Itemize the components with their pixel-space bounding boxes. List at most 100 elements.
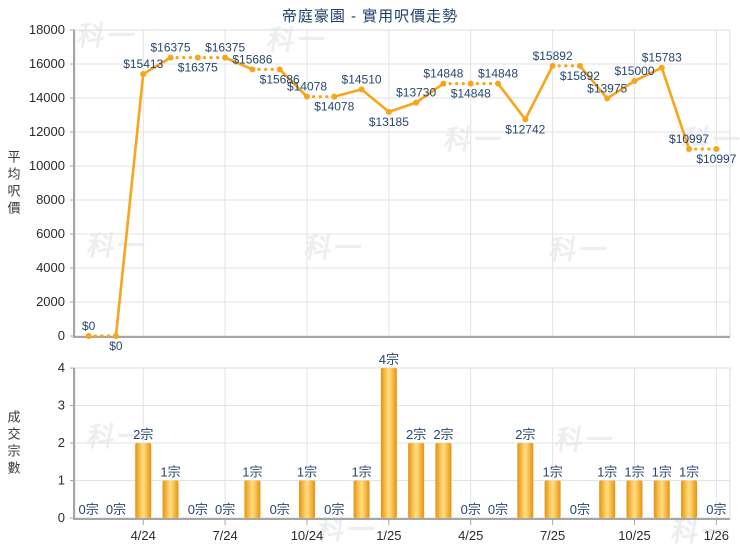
line-segment [578,64,609,100]
price-line-chart: 0 2000 4000 6000 8000 10000 12000 14000 16000 180… [7,22,737,353]
data-point-marker [631,78,638,84]
axis-title-char: 宗 [7,444,20,459]
volume-label: 1宗 [652,465,672,480]
line-segment [496,82,527,121]
volume-label: 0宗 [215,502,235,517]
volume-label: 1宗 [351,465,371,480]
line-segment [605,79,636,100]
data-point-marker [303,93,310,100]
price-label: $16375 [205,41,245,55]
volume-label: 0宗 [706,502,726,517]
price-labels: $0$0$15413$16375$16375$16375$15686$15686… [82,41,737,353]
volume-label: 0宗 [488,502,508,517]
volume-bar [244,480,261,518]
data-point-marker [249,66,256,73]
volume-label: 1宗 [624,465,644,480]
y-tick-label: 16000 [29,56,65,71]
axes [73,368,730,520]
chart-title: 帝庭豪園 - 實用呎價走勢 [281,8,459,25]
axis-title-char: 價 [7,201,20,216]
y-axis: 0 1 2 3 4 [58,360,74,525]
price-label: $0 [109,339,123,353]
price-line-series [87,56,718,338]
volume-label: 4宗 [379,352,399,367]
price-label: $13730 [396,86,436,100]
data-point-marker [713,146,720,153]
x-tick-label: 1/25 [376,528,401,543]
line-segment [633,66,664,83]
line-segment [114,72,145,338]
price-label: $15000 [614,64,654,78]
y-tick-label: 18000 [29,22,65,37]
y-tick-label: 1 [58,473,65,488]
volume-label: 1宗 [542,465,562,480]
axis-title-char: 數 [7,461,20,476]
data-point-marker [440,80,447,87]
data-point-marker [358,86,365,93]
y-tick-label: 12000 [29,124,65,139]
y-tick-label: 0 [58,510,65,525]
price-label: $16375 [178,61,218,75]
volume-label: 2宗 [406,427,426,442]
data-points [85,54,720,339]
volume-label: 1宗 [297,465,317,480]
volume-label: 0宗 [106,502,126,517]
price-label: $14078 [287,80,327,94]
y-tick-label: 4 [58,360,65,375]
line-segment [223,56,254,71]
line-segment [660,66,691,151]
data-point-marker [658,64,665,71]
volume-label: 1宗 [679,465,699,480]
x-axis: 4/24 7/24 10/24 1/25 4/25 7/25 10/25 1/26 [131,520,729,543]
axis-title-char: 呎 [7,184,20,199]
price-label: $15686 [232,52,272,66]
y-axis: 0 2000 4000 6000 8000 10000 12000 14000 16000 180… [29,22,74,343]
price-label: $13185 [369,115,409,129]
data-point-marker [413,99,420,106]
price-label: $16375 [150,41,190,55]
price-label: $15686 [260,72,300,86]
volume-labels: 0宗 0宗 2宗 1宗 0宗 0宗 1宗 0宗 1宗 0宗 1宗 4宗 2宗 2宗 0宗 0宗 2宗 1宗 0宗 1宗… [79,352,727,517]
line-segment [360,88,391,114]
line-segment [387,101,418,114]
price-label: $13975 [587,81,627,95]
volume-bar [544,480,561,518]
volume-label: 2宗 [515,427,535,442]
data-point-marker [140,70,147,77]
x-tick-label: 10/25 [618,528,651,543]
volume-bar [599,480,616,518]
volume-bar [380,368,397,518]
volume-label: 2宗 [133,427,153,442]
axes [73,30,730,338]
data-point-marker [222,54,229,61]
volume-bar [162,480,179,518]
volume-label: 0宗 [324,502,344,517]
y-tick-label: 4000 [36,260,65,275]
data-point-marker [385,108,392,115]
y-tick-label: 0 [58,328,65,343]
data-point-marker [467,80,474,87]
volume-bar [408,443,425,518]
volume-bar [626,480,643,518]
price-label: $12742 [505,122,545,136]
price-label: $14848 [478,67,518,81]
price-label: $15892 [560,69,600,83]
y-tick-label: 8000 [36,192,65,207]
y-tick-label: 14000 [29,90,65,105]
volume-bar [681,480,698,518]
data-point-marker [276,66,283,73]
volume-bars [135,368,698,518]
y-tick-label: 10000 [29,158,65,173]
x-tick-label: 7/25 [540,528,565,543]
price-label: $14848 [451,87,491,101]
volume-label: 0宗 [461,502,481,517]
axis-title-char: 均 [7,167,20,182]
volume-bar [135,443,152,518]
y-tick-label: 3 [58,398,65,413]
data-point-marker [85,333,92,339]
data-point-marker [604,95,611,102]
